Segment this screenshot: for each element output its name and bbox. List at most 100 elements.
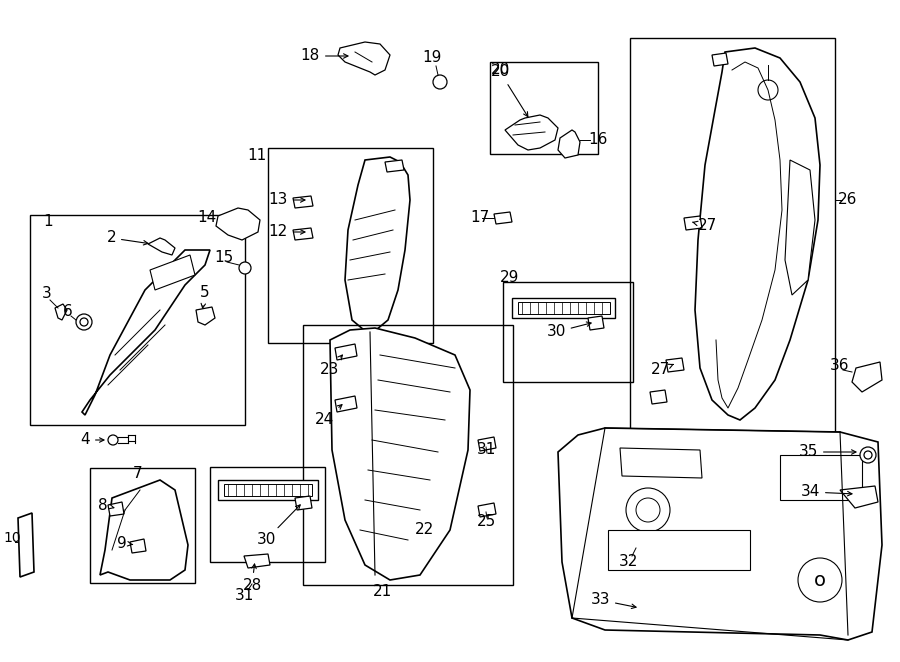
Polygon shape [82, 250, 210, 415]
Polygon shape [293, 196, 313, 208]
Text: 27: 27 [651, 363, 673, 377]
Polygon shape [108, 502, 124, 516]
Polygon shape [18, 513, 34, 577]
Text: 4: 4 [80, 432, 104, 448]
Circle shape [636, 498, 660, 522]
Text: 29: 29 [500, 271, 519, 285]
Polygon shape [224, 484, 312, 496]
Text: 27: 27 [692, 218, 717, 234]
Text: 28: 28 [242, 564, 262, 593]
Text: 7: 7 [133, 467, 143, 481]
Polygon shape [558, 428, 882, 640]
Text: 19: 19 [422, 50, 442, 66]
Polygon shape [620, 448, 702, 478]
Circle shape [798, 558, 842, 602]
Text: 5: 5 [200, 285, 210, 308]
Bar [503, 282, 633, 382]
Text: 3: 3 [42, 287, 52, 301]
Polygon shape [852, 362, 882, 392]
Polygon shape [478, 503, 496, 517]
Circle shape [758, 80, 778, 100]
Text: 2: 2 [106, 230, 148, 246]
Polygon shape [335, 396, 357, 412]
Text: 31: 31 [234, 589, 254, 604]
Text: 24: 24 [315, 404, 342, 427]
Text: o: o [814, 571, 826, 589]
Circle shape [76, 314, 92, 330]
Text: 1: 1 [43, 214, 53, 230]
Text: 35: 35 [798, 444, 856, 459]
Polygon shape [695, 48, 820, 420]
Text: 30: 30 [256, 505, 301, 547]
Text: 12: 12 [269, 224, 305, 240]
Text: 32: 32 [618, 555, 638, 569]
Circle shape [108, 435, 118, 445]
Bar [30, 215, 245, 425]
Text: 10: 10 [4, 531, 21, 545]
Text: 8: 8 [98, 498, 114, 512]
Polygon shape [512, 298, 615, 318]
Text: 31: 31 [477, 442, 497, 457]
Polygon shape [478, 437, 496, 451]
Polygon shape [780, 455, 862, 500]
Text: 9: 9 [117, 536, 132, 551]
Polygon shape [293, 228, 313, 240]
Polygon shape [505, 115, 558, 150]
Bar [490, 62, 598, 154]
Circle shape [860, 447, 876, 463]
Text: 18: 18 [301, 48, 348, 64]
Polygon shape [218, 480, 318, 500]
Text: 11: 11 [248, 148, 266, 162]
Circle shape [433, 75, 447, 89]
Text: 34: 34 [801, 485, 852, 500]
Bar [268, 148, 433, 343]
Polygon shape [148, 238, 175, 255]
Text: 20: 20 [491, 64, 528, 117]
Polygon shape [55, 304, 67, 320]
Text: 13: 13 [268, 193, 305, 207]
Polygon shape [196, 307, 215, 325]
Bar [630, 38, 835, 438]
Text: 16: 16 [589, 132, 608, 148]
Polygon shape [216, 208, 260, 240]
Polygon shape [518, 302, 610, 314]
Polygon shape [385, 160, 404, 172]
Text: 14: 14 [197, 211, 217, 226]
Text: 22: 22 [416, 522, 435, 538]
Bar [90, 468, 195, 583]
Polygon shape [712, 53, 728, 66]
Text: 30: 30 [546, 322, 591, 340]
Polygon shape [666, 358, 684, 372]
Polygon shape [130, 539, 146, 553]
Bar [210, 467, 325, 562]
Polygon shape [840, 486, 878, 508]
Text: 25: 25 [477, 514, 497, 530]
Polygon shape [558, 130, 580, 158]
Polygon shape [494, 212, 512, 224]
Polygon shape [330, 328, 470, 580]
Polygon shape [295, 496, 312, 510]
Polygon shape [244, 554, 270, 568]
Bar [303, 325, 513, 585]
Polygon shape [338, 42, 390, 75]
Text: 23: 23 [320, 355, 342, 377]
Polygon shape [608, 530, 750, 570]
Text: 6: 6 [63, 305, 73, 320]
Polygon shape [588, 316, 604, 330]
Text: 21: 21 [373, 585, 392, 600]
Text: 17: 17 [471, 211, 490, 226]
Circle shape [864, 451, 872, 459]
Text: 36: 36 [830, 359, 850, 373]
Text: 33: 33 [590, 592, 636, 608]
Polygon shape [335, 344, 357, 360]
Polygon shape [650, 390, 667, 404]
Polygon shape [785, 160, 815, 295]
Polygon shape [100, 480, 188, 580]
Circle shape [80, 318, 88, 326]
Polygon shape [345, 157, 410, 335]
Text: 15: 15 [214, 250, 234, 265]
Text: 20: 20 [491, 62, 509, 77]
Text: 26: 26 [838, 193, 858, 207]
Polygon shape [684, 216, 702, 230]
Polygon shape [150, 255, 195, 290]
